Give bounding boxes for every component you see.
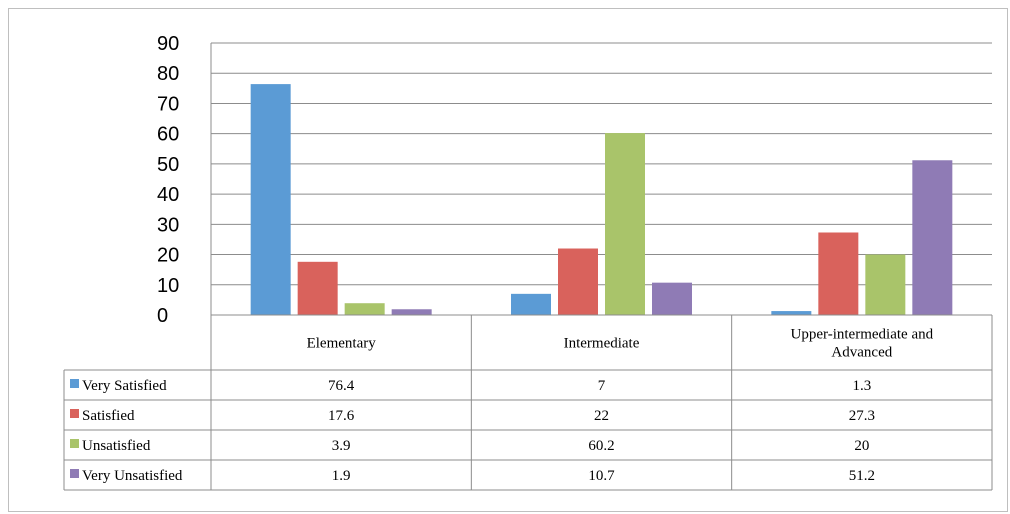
category-label: Advanced xyxy=(831,345,892,361)
data-table-cell: 3.9 xyxy=(332,438,351,454)
bar-unsatisfied xyxy=(605,133,645,315)
y-tick-label: 60 xyxy=(157,124,179,146)
y-tick-label: 50 xyxy=(157,154,179,176)
series-name: Satisfied xyxy=(82,408,135,424)
data-table-cell: 17.6 xyxy=(328,408,355,424)
y-tick-label: 40 xyxy=(157,184,179,206)
data-table-cell: 10.7 xyxy=(588,468,615,484)
series-name: Very Satisfied xyxy=(82,378,167,394)
y-tick-label: 0 xyxy=(157,305,168,327)
bar-very-unsatisfied xyxy=(912,160,952,315)
y-tick-label: 10 xyxy=(157,275,179,297)
data-table-cell: 7 xyxy=(598,378,606,394)
bar-very-unsatisfied xyxy=(652,283,692,315)
series-name: Unsatisfied xyxy=(82,438,151,454)
bar-very-satisfied xyxy=(251,84,291,315)
series-name: Very Unsatisfied xyxy=(82,468,183,484)
y-tick-label: 70 xyxy=(157,93,179,115)
legend-key-satisfied xyxy=(70,409,79,418)
category-label: Upper-intermediate and xyxy=(791,327,934,343)
bar-unsatisfied xyxy=(345,303,385,315)
data-table-cell: 1.3 xyxy=(852,378,871,394)
category-label: Elementary xyxy=(307,336,377,352)
y-tick-label: 80 xyxy=(157,63,179,85)
data-table-cell: 60.2 xyxy=(588,438,614,454)
data-table-cell: 1.9 xyxy=(332,468,351,484)
bar-chart: 0 10 20 30 40 50 60 70 80 90 Elementary Intermediat… xyxy=(9,9,1009,513)
bar-very-satisfied xyxy=(511,294,551,315)
data-table-cell: 20 xyxy=(854,438,869,454)
bar-satisfied xyxy=(818,232,858,315)
legend-key-unsatisfied xyxy=(70,439,79,448)
legend-key-very-unsatisfied xyxy=(70,469,79,478)
legend-key-very-satisfied xyxy=(70,379,79,388)
chart-frame: 0 10 20 30 40 50 60 70 80 90 Elementary Intermediat… xyxy=(8,8,1008,512)
data-table-cell: 76.4 xyxy=(328,378,355,394)
y-tick-label: 90 xyxy=(157,33,179,55)
data-table-cell: 51.2 xyxy=(849,468,875,484)
data-table-cell: 22 xyxy=(594,408,609,424)
bar-very-satisfied xyxy=(771,311,811,315)
category-label: Intermediate xyxy=(564,336,640,352)
bar-satisfied xyxy=(558,249,598,315)
bar-satisfied xyxy=(298,262,338,315)
data-table-cell: 27.3 xyxy=(849,408,875,424)
bar-very-unsatisfied xyxy=(392,309,432,315)
y-tick-label: 30 xyxy=(157,214,179,236)
y-tick-label: 20 xyxy=(157,245,179,267)
bar-unsatisfied xyxy=(865,255,905,315)
